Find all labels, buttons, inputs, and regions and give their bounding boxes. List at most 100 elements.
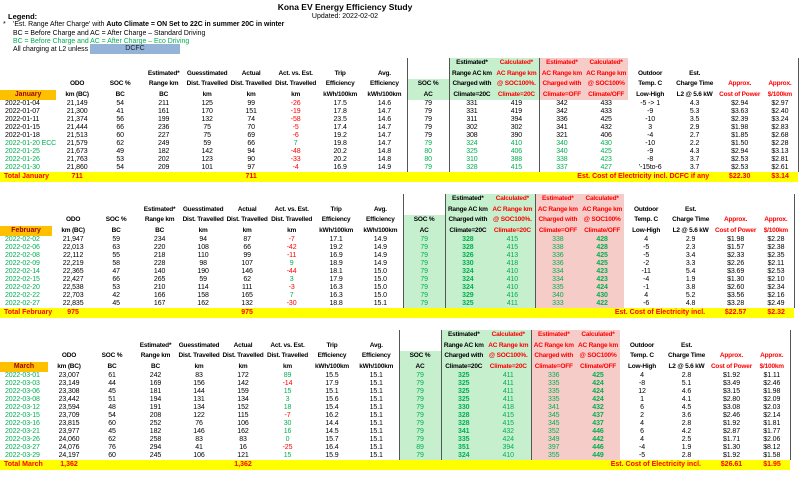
cell-est-range-km-bc: 208: [149, 412, 162, 419]
cell-act-vs-est-dist: 30: [283, 420, 292, 427]
cell-act-vs-est-dist: 89: [283, 372, 292, 379]
cell-calc-ac-range-soc100-20c: 302: [510, 124, 523, 131]
total-cost: $22.30: [717, 172, 763, 182]
cell-calc-ac-range-soc100-20c: 419: [510, 100, 523, 107]
cell-actual-dist: 94: [247, 148, 255, 155]
cell-cost-of-power: $3.08: [722, 404, 741, 411]
total-per-100km: $1.95: [754, 460, 790, 470]
cell-guesstimated-dist: 76: [195, 420, 203, 427]
cell-calc-ac-range-soc100-20c: 410: [510, 140, 523, 147]
cell-calc-ac-range-soc100-off: 432: [576, 404, 620, 412]
cell-calc-ac-range-soc100-20c: 410: [486, 452, 531, 460]
cell-act-vs-est-dist: -48: [290, 148, 301, 155]
col-header-line: Dist. Travelled: [271, 216, 313, 223]
cell-soc-pct-ac: 79: [402, 300, 446, 308]
cell-act-vs-est-dist: -7: [284, 412, 291, 419]
col-header-act-vs-est-dist: Act. vs. Est. Dist. Travelled km: [269, 194, 314, 236]
cell-est-range-ac-20c: 325: [444, 300, 491, 308]
cell-outdoor-temp: -11: [641, 268, 651, 275]
col-header-line: Approx.: [768, 80, 792, 87]
cell-cost-of-power: $1.98: [727, 236, 745, 243]
cell-est-range-km-bc: 249: [157, 140, 170, 147]
cell-outdoor-temp: -6: [643, 300, 650, 307]
cell-odo-km-bc: 21,763: [66, 156, 88, 163]
cell-trip-efficiency: 23.5: [333, 116, 347, 123]
cell-est-ac-range-climate-off: 336: [534, 260, 581, 268]
cell-calc-ac-range-soc100-20c: 415: [486, 412, 531, 420]
col-header-line: [404, 194, 445, 205]
col-header-line: Dist. Travelled: [182, 216, 224, 223]
cell-avg-efficiency: 15.1: [369, 388, 383, 395]
cell-date: 2022-01-25: [5, 148, 40, 155]
cell-calc-ac-range-soc100-off: 422: [580, 300, 625, 308]
col-header-est-ac-range-climate-off: Estimated* AC Range km Charged with Climate…: [538, 58, 585, 100]
col-header-line: L2 @ 5.6 kW: [672, 226, 709, 234]
cell-soc-pct-ac: 80: [406, 148, 450, 156]
cell-charge-time: 2.8: [681, 372, 692, 379]
cell-est-ac-range-climate-off: 397: [530, 444, 576, 452]
cell-est-range-ac-20c: 325: [448, 148, 495, 156]
col-header-line: ODO: [61, 352, 77, 359]
col-header-line: @ SOC100%: [579, 352, 617, 359]
cell-trip-efficiency: 16.2: [325, 412, 339, 419]
cell-calc-ac-range-soc100-20c: 416: [490, 292, 536, 300]
col-header-date: March: [0, 330, 48, 372]
col-header-line: Trip: [334, 69, 346, 77]
col-header-cost-per-100km: Approx. $/100km: [762, 58, 799, 100]
cell-est-ac-range-climate-off: 333: [534, 300, 581, 308]
cell-soc-pct-bc: 62: [116, 140, 124, 147]
cell-guesstimated-dist: 41: [195, 444, 203, 451]
cell-calc-ac-range-soc100-20c: 406: [510, 148, 523, 155]
data-row: 2022-01-04 21,149 54 211 125 99 -26 17.5 14.6 79 3…: [0, 100, 799, 108]
col-header-line: km (BC): [61, 226, 85, 234]
col-header-line: [56, 58, 98, 69]
cell-charge-time: 4.3: [689, 100, 700, 107]
cell-trip-efficiency: 17.9: [325, 380, 339, 387]
cell-calc-ac-range-soc100-20c: 411: [486, 372, 531, 380]
col-header-line: Efficiency: [321, 216, 351, 223]
total-dist-actual: 975: [225, 308, 270, 318]
cell-est-range-km-bc: 218: [153, 252, 166, 259]
col-header-line: [265, 330, 310, 341]
col-header-line: SOC %: [101, 352, 123, 359]
col-header-line: Climate=OFF: [542, 90, 581, 98]
cell-odo-km-bc: 22,365: [62, 268, 84, 275]
col-header-line: [717, 69, 762, 80]
col-header-line: [672, 58, 717, 69]
data-row: 2022-01-25 21,673 49 182 142 94 -48 20.2 14.8 80 3…: [0, 148, 799, 156]
col-header-line: Dist. Travelled: [222, 352, 264, 359]
cell-date: 2022-02-27: [5, 300, 40, 307]
cell-guesstimated-dist: 98: [199, 260, 207, 267]
cell-soc-pct-bc: 41: [116, 108, 124, 115]
cell-actual-dist: 146: [241, 268, 253, 275]
col-header-line: Efficiency: [325, 80, 355, 87]
col-header-line: Approx.: [719, 352, 744, 359]
data-row: 2022-03-01 23,007 61 242 83 172 89 15.5 15.1 79 32…: [0, 372, 791, 380]
col-header-line: [0, 215, 52, 226]
cell-guesstimated-dist: 123: [201, 156, 213, 163]
col-header-soc-pct-bc: SOC % BC: [94, 194, 138, 236]
cell-avg-efficiency: 15.1: [369, 404, 383, 411]
col-header-line: $/100km: [759, 362, 784, 370]
cell-soc-pct-ac: 79: [398, 436, 441, 444]
cell-calc-ac-range-soc100-off: 449: [576, 452, 620, 460]
month-table-march: March ODO km (BC) SOC % BC Estimated* Range km…: [0, 330, 791, 470]
legend-climate-prefix: 'Est. Range After Charge' with: [13, 21, 107, 28]
total-dist-odo: 1,362: [48, 460, 90, 470]
total-spacer: [98, 172, 230, 182]
col-header-line: BC: [159, 90, 169, 98]
cell-est-range-ac-20c: 324: [448, 140, 495, 148]
cell-avg-efficiency: 14.6: [377, 100, 391, 107]
cell-odo-km-bc: 24,197: [58, 452, 80, 459]
cell-outdoor-temp: -5: [643, 252, 650, 259]
cell-trip-efficiency: 19.8: [333, 140, 347, 147]
col-header-line: Dist. Travelled: [275, 80, 317, 87]
cell-charge-time: 4.6: [681, 388, 692, 395]
col-header-line: kWh/100km: [323, 90, 358, 98]
col-header-line: Guesstimated: [186, 69, 228, 77]
cell-act-vs-est-dist: -3: [288, 284, 295, 291]
cell-avg-efficiency: 14.7: [377, 140, 391, 147]
cell-est-range-ac-20c: 351: [440, 444, 486, 452]
cell-odo-km-bc: 23,007: [58, 372, 80, 379]
col-header-line: Actual: [241, 69, 261, 77]
